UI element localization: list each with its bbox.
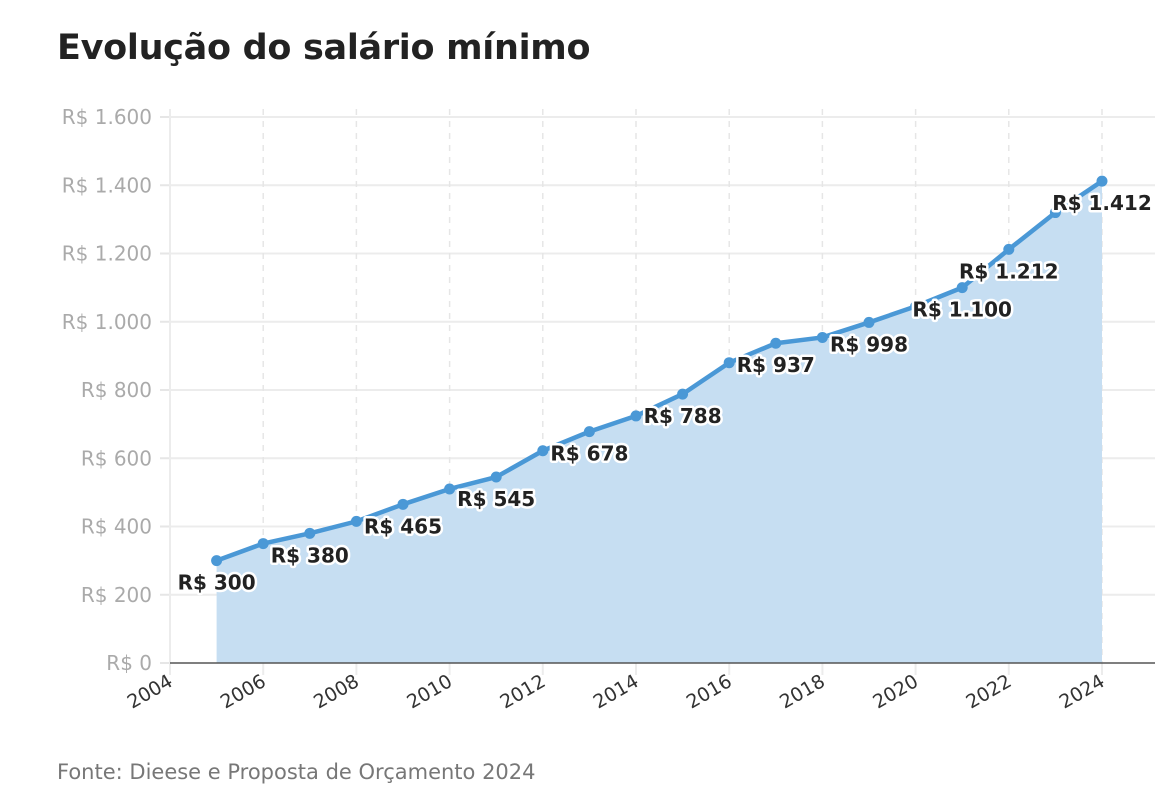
y-tick-label: R$ 400	[81, 515, 152, 539]
series-line	[215, 179, 1104, 563]
y-tick-label: R$ 600	[81, 446, 152, 470]
data-label: R$ 678	[550, 442, 628, 466]
x-tick-label: 2004	[124, 670, 177, 713]
data-label: R$ 937	[737, 353, 815, 377]
data-label: R$ 1.212	[959, 259, 1059, 283]
y-tick-label: R$ 200	[81, 583, 152, 607]
data-point	[397, 498, 409, 510]
data-point	[630, 410, 642, 422]
x-tick-label: 2006	[217, 670, 270, 713]
x-tick-label: 2012	[496, 670, 549, 713]
y-tick-label: R$ 1.600	[62, 105, 152, 129]
data-point	[1049, 207, 1061, 219]
data-label: R$ 998	[830, 332, 908, 356]
y-tick-label: R$ 1.000	[62, 310, 152, 334]
x-tick-label: 2008	[310, 670, 363, 713]
data-point	[910, 300, 922, 312]
area-fill	[216, 181, 1103, 663]
y-tick-label: R$ 1.400	[62, 173, 152, 197]
data-point	[863, 316, 875, 328]
data-point	[677, 388, 689, 400]
data-point	[723, 357, 735, 369]
data-point	[537, 445, 549, 457]
data-point	[490, 471, 502, 483]
data-point	[816, 331, 828, 343]
data-point	[257, 538, 269, 550]
source-note: Fonte: Dieese e Proposta de Orçamento 20…	[57, 760, 536, 784]
x-tick-label: 2014	[590, 670, 643, 713]
y-tick-label: R$ 0	[106, 651, 152, 675]
data-label: R$ 300	[178, 571, 256, 595]
x-tick-label: 2024	[1056, 670, 1109, 713]
x-tick-label: 2022	[962, 670, 1015, 713]
y-tick-label: R$ 1.200	[62, 242, 152, 266]
x-tick-label: 2010	[403, 670, 456, 713]
data-point	[211, 555, 223, 567]
y-tick-label: R$ 800	[81, 378, 152, 402]
chart-title: Evolução do salário mínimo	[57, 28, 591, 68]
data-label: R$ 545	[457, 487, 535, 511]
data-label: R$ 1.100	[912, 298, 1012, 322]
data-label: R$ 465	[364, 514, 442, 538]
data-label: R$ 788	[644, 404, 722, 428]
data-point	[1096, 175, 1108, 187]
data-point	[350, 515, 362, 527]
x-tick-label: 2018	[776, 670, 829, 713]
data-point	[304, 527, 316, 539]
data-point	[770, 337, 782, 349]
data-point	[1003, 243, 1015, 255]
data-label: R$ 380	[271, 543, 349, 567]
data-label: R$ 1.412	[1052, 191, 1152, 215]
data-point	[956, 282, 968, 294]
x-tick-label: 2020	[869, 670, 922, 713]
data-point	[444, 483, 456, 495]
x-tick-label: 2016	[683, 670, 736, 713]
data-point	[583, 426, 595, 438]
